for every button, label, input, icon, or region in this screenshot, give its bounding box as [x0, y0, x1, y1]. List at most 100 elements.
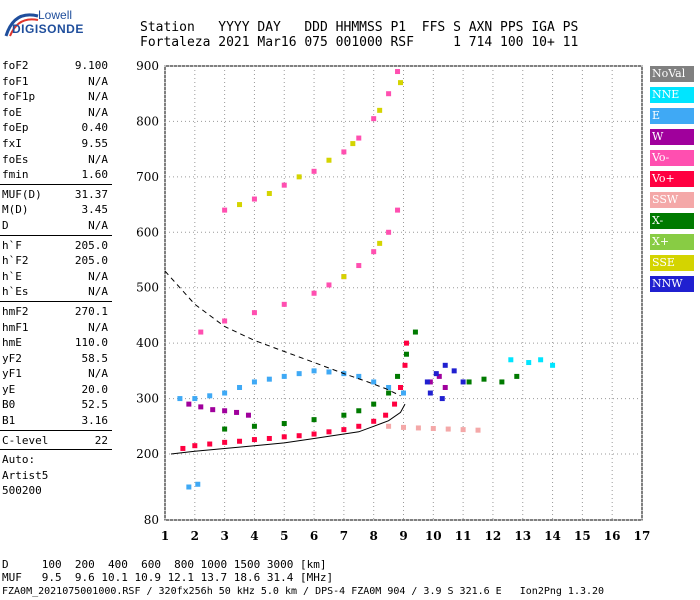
- data-point: [402, 362, 408, 368]
- data-point: [180, 445, 186, 451]
- param-name: MUF(D): [2, 187, 42, 201]
- param-value: N/A: [88, 74, 108, 88]
- data-point: [398, 80, 404, 86]
- data-point: [439, 396, 445, 402]
- data-point: [237, 384, 243, 390]
- y-tick-label: 800: [136, 114, 159, 128]
- legend-item: SSW: [650, 192, 694, 208]
- data-point: [427, 390, 433, 396]
- param-name: B0: [2, 398, 16, 412]
- data-point: [403, 351, 409, 357]
- param-row: h`F 205.0: [0, 238, 112, 254]
- data-point: [395, 207, 401, 213]
- data-point: [177, 396, 183, 402]
- data-point: [514, 373, 520, 379]
- param-row: foF1p N/A: [0, 89, 112, 105]
- param-row: fmin 1.60: [0, 167, 112, 183]
- data-point: [526, 360, 532, 366]
- data-point: [508, 357, 514, 363]
- footer-muf-row: MUF 9.5 9.6 10.1 10.9 12.1 13.7 18.6 31.…: [2, 571, 334, 584]
- data-point: [356, 373, 362, 379]
- data-point: [234, 409, 240, 415]
- data-point: [356, 135, 362, 141]
- data-point: [222, 426, 228, 432]
- data-point: [222, 439, 228, 445]
- data-point: [207, 393, 213, 399]
- data-point: [403, 340, 409, 346]
- data-point: [281, 373, 287, 379]
- param-name: h`Es: [2, 285, 29, 299]
- y-tick-label: 200: [136, 447, 159, 461]
- data-point: [237, 202, 243, 208]
- data-point: [195, 481, 201, 487]
- x-tick-label: 16: [604, 529, 621, 543]
- data-point: [451, 368, 457, 374]
- legend-item: SSE: [650, 255, 694, 271]
- data-point: [430, 426, 436, 432]
- param-name: D: [2, 218, 9, 232]
- data-point: [371, 418, 377, 424]
- data-point: [266, 376, 272, 382]
- data-point: [392, 401, 398, 407]
- footer-distance-row: D 100 200 400 600 800 1000 1500 3000 [km…: [2, 558, 327, 571]
- header-row2: Fortaleza 2021 Mar16 075 001000 RSF 1 71…: [140, 35, 579, 50]
- data-point: [192, 396, 198, 402]
- param-row: Auto:: [0, 452, 112, 468]
- data-point: [386, 423, 392, 429]
- param-row: h`F2 205.0: [0, 253, 112, 269]
- param-name: hmE: [2, 336, 22, 350]
- data-point: [311, 368, 317, 374]
- legend-item: Vo-: [650, 150, 694, 166]
- data-point: [415, 425, 421, 431]
- param-value: 1.60: [81, 168, 109, 182]
- logo-line2: DIGISONDE: [12, 22, 84, 36]
- data-point: [371, 401, 377, 407]
- data-point: [326, 157, 332, 163]
- data-point: [371, 379, 377, 385]
- x-tick-label: 5: [280, 529, 288, 543]
- param-row: yF1 N/A: [0, 366, 112, 382]
- data-point: [311, 431, 317, 437]
- param-name: h`F2: [2, 254, 29, 268]
- y-tick-label: 700: [136, 170, 159, 184]
- param-value: N/A: [88, 367, 108, 381]
- header-row1: Station YYYY DAY DDD HHMMSS P1 FFS S AXN…: [140, 20, 579, 35]
- data-point: [466, 379, 472, 385]
- x-tick-label: 14: [544, 529, 561, 543]
- param-row: B1 3.16: [0, 413, 112, 429]
- param-row: M(D) 3.45: [0, 202, 112, 218]
- param-name: B1: [2, 414, 16, 428]
- data-point: [356, 408, 362, 414]
- legend-item: W: [650, 129, 694, 145]
- param-separator: [0, 300, 112, 302]
- param-name: hmF2: [2, 304, 29, 318]
- x-tick-label: 3: [220, 529, 228, 543]
- param-row: yE 20.0: [0, 382, 112, 398]
- param-name: hmF1: [2, 320, 29, 334]
- data-point: [341, 412, 347, 418]
- data-point: [341, 274, 347, 280]
- polarization-legend: NoVal NNE E W Vo- Vo+ SSW X- X+ SSE NNW: [650, 66, 694, 297]
- data-point: [445, 426, 451, 432]
- param-name: h`E: [2, 269, 22, 283]
- legend-item: E: [650, 108, 694, 124]
- data-point: [341, 427, 347, 433]
- x-tick-label: 15: [574, 529, 591, 543]
- param-row: foF2 9.100: [0, 58, 112, 74]
- data-point: [251, 437, 257, 443]
- param-row: MUF(D) 31.37: [0, 187, 112, 203]
- param-value: 205.0: [74, 254, 108, 268]
- data-point: [356, 263, 362, 269]
- station-header: Station YYYY DAY DDD HHMMSS P1 FFS S AXN…: [140, 20, 578, 50]
- data-point: [460, 379, 466, 385]
- data-point: [281, 182, 287, 188]
- param-row: C-level 22: [0, 433, 112, 449]
- data-point: [538, 357, 544, 363]
- data-point: [395, 69, 401, 75]
- data-point: [386, 390, 392, 396]
- data-point: [311, 168, 317, 174]
- data-point: [207, 441, 213, 447]
- data-point: [377, 240, 383, 246]
- param-row: hmE 110.0: [0, 335, 112, 351]
- param-value: 9.55: [81, 136, 109, 150]
